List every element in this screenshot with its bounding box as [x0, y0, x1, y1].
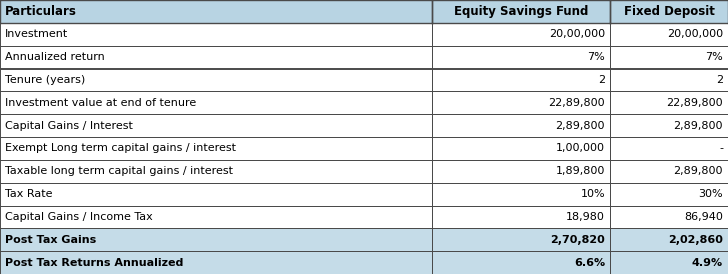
Bar: [0, 46, 432, 68]
Bar: [0, 183, 432, 206]
Bar: [610, 251, 728, 274]
Text: Investment: Investment: [5, 29, 68, 39]
Bar: [0, 23, 432, 46]
Text: 22,89,800: 22,89,800: [548, 98, 605, 108]
Bar: [432, 160, 610, 183]
Bar: [432, 183, 610, 206]
Text: -: -: [719, 143, 723, 153]
Bar: [610, 68, 728, 91]
Text: 7%: 7%: [587, 52, 605, 62]
Text: Investment value at end of tenure: Investment value at end of tenure: [5, 98, 197, 108]
Text: 2: 2: [598, 75, 605, 85]
Bar: [0, 91, 432, 114]
Text: 6.6%: 6.6%: [574, 258, 605, 268]
Bar: [0, 206, 432, 228]
Text: 2,89,800: 2,89,800: [673, 166, 723, 176]
Text: Exempt Long term capital gains / interest: Exempt Long term capital gains / interes…: [5, 143, 236, 153]
Text: 4.9%: 4.9%: [692, 258, 723, 268]
Bar: [432, 114, 610, 137]
Bar: [432, 251, 610, 274]
Bar: [610, 206, 728, 228]
Text: 20,00,000: 20,00,000: [667, 29, 723, 39]
Text: Fixed Deposit: Fixed Deposit: [624, 5, 714, 18]
Text: 20,00,000: 20,00,000: [549, 29, 605, 39]
Text: Equity Savings Fund: Equity Savings Fund: [454, 5, 588, 18]
Text: 2,89,800: 2,89,800: [673, 121, 723, 131]
Bar: [432, 23, 610, 46]
Text: 2,70,820: 2,70,820: [550, 235, 605, 245]
Text: 2,89,800: 2,89,800: [555, 121, 605, 131]
Text: Particulars: Particulars: [5, 5, 77, 18]
Bar: [0, 160, 432, 183]
Text: Capital Gains / Income Tax: Capital Gains / Income Tax: [5, 212, 153, 222]
Text: Post Tax Gains: Post Tax Gains: [5, 235, 96, 245]
Bar: [432, 228, 610, 251]
Text: Tenure (years): Tenure (years): [5, 75, 85, 85]
Text: 22,89,800: 22,89,800: [666, 98, 723, 108]
Text: 10%: 10%: [580, 189, 605, 199]
Text: 18,980: 18,980: [566, 212, 605, 222]
Text: Annualized return: Annualized return: [5, 52, 105, 62]
Text: Post Tax Returns Annualized: Post Tax Returns Annualized: [5, 258, 183, 268]
Text: Tax Rate: Tax Rate: [5, 189, 52, 199]
Text: Capital Gains / Interest: Capital Gains / Interest: [5, 121, 133, 131]
Bar: [610, 46, 728, 68]
Text: 1,89,800: 1,89,800: [555, 166, 605, 176]
Bar: [610, 137, 728, 160]
Text: 30%: 30%: [698, 189, 723, 199]
Bar: [610, 160, 728, 183]
Bar: [610, 228, 728, 251]
Text: 2: 2: [716, 75, 723, 85]
Bar: [0, 137, 432, 160]
Text: 1,00,000: 1,00,000: [556, 143, 605, 153]
Bar: [0, 68, 432, 91]
Bar: [610, 114, 728, 137]
Bar: [0, 114, 432, 137]
Bar: [610, 91, 728, 114]
Bar: [0, 251, 432, 274]
Bar: [432, 68, 610, 91]
Bar: [432, 46, 610, 68]
Bar: [0, 0, 432, 23]
Bar: [610, 0, 728, 23]
Bar: [610, 23, 728, 46]
Bar: [432, 137, 610, 160]
Bar: [0, 228, 432, 251]
Bar: [432, 91, 610, 114]
Bar: [432, 0, 610, 23]
Text: Taxable long term capital gains / interest: Taxable long term capital gains / intere…: [5, 166, 233, 176]
Text: 2,02,860: 2,02,860: [668, 235, 723, 245]
Bar: [432, 206, 610, 228]
Text: 86,940: 86,940: [684, 212, 723, 222]
Bar: [610, 183, 728, 206]
Text: 7%: 7%: [705, 52, 723, 62]
